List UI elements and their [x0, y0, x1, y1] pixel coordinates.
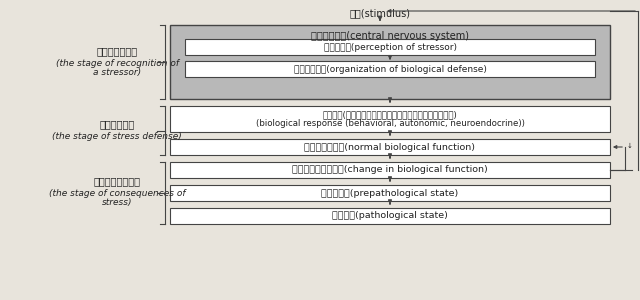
- Text: 生物防御组织(organization of biological defense): 生物防御组织(organization of biological defens…: [294, 64, 486, 74]
- Text: (the stage of recognition of: (the stage of recognition of: [56, 58, 179, 68]
- Text: 应激反应结果阶段: 应激反应结果阶段: [93, 176, 141, 186]
- Text: 中枢神经系统(central nervous system): 中枢神经系统(central nervous system): [311, 31, 469, 41]
- Text: (the stage of stress defense): (the stage of stress defense): [52, 132, 182, 141]
- Text: (the stage of consequences of: (the stage of consequences of: [49, 188, 185, 197]
- Bar: [185, 39, 595, 55]
- Text: 亚病理状况(prepathological state): 亚病理状况(prepathological state): [321, 188, 459, 197]
- Text: 生物学功能发生改变(change in biological function): 生物学功能发生改变(change in biological function): [292, 166, 488, 175]
- Text: a stressor): a stressor): [93, 68, 141, 77]
- Text: 生物反应(行为、自主神经系统、神经－内分泌－免疫系统): 生物反应(行为、自主神经系统、神经－内分泌－免疫系统): [323, 110, 458, 119]
- Text: 刺激(stimulus): 刺激(stimulus): [349, 8, 410, 18]
- Bar: [170, 162, 610, 178]
- Text: 应激防御阶段: 应激防御阶段: [99, 119, 134, 130]
- Bar: [185, 61, 595, 77]
- Bar: [170, 25, 610, 99]
- Bar: [170, 185, 610, 201]
- Bar: [170, 139, 610, 155]
- Text: ↓: ↓: [627, 143, 633, 149]
- Text: 识别应激源(perception of stressor): 识别应激源(perception of stressor): [323, 43, 456, 52]
- Bar: [170, 106, 610, 132]
- Text: 应激源识别阶段: 应激源识别阶段: [97, 46, 138, 56]
- Text: 病理状况(pathological state): 病理状况(pathological state): [332, 212, 448, 220]
- Text: (biological response (behavioral, autonomic, neuroendocrine)): (biological response (behavioral, autono…: [255, 119, 524, 128]
- Bar: [170, 208, 610, 224]
- Text: stress): stress): [102, 199, 132, 208]
- Text: 正常生物学功能(normal biological function): 正常生物学功能(normal biological function): [305, 142, 476, 152]
